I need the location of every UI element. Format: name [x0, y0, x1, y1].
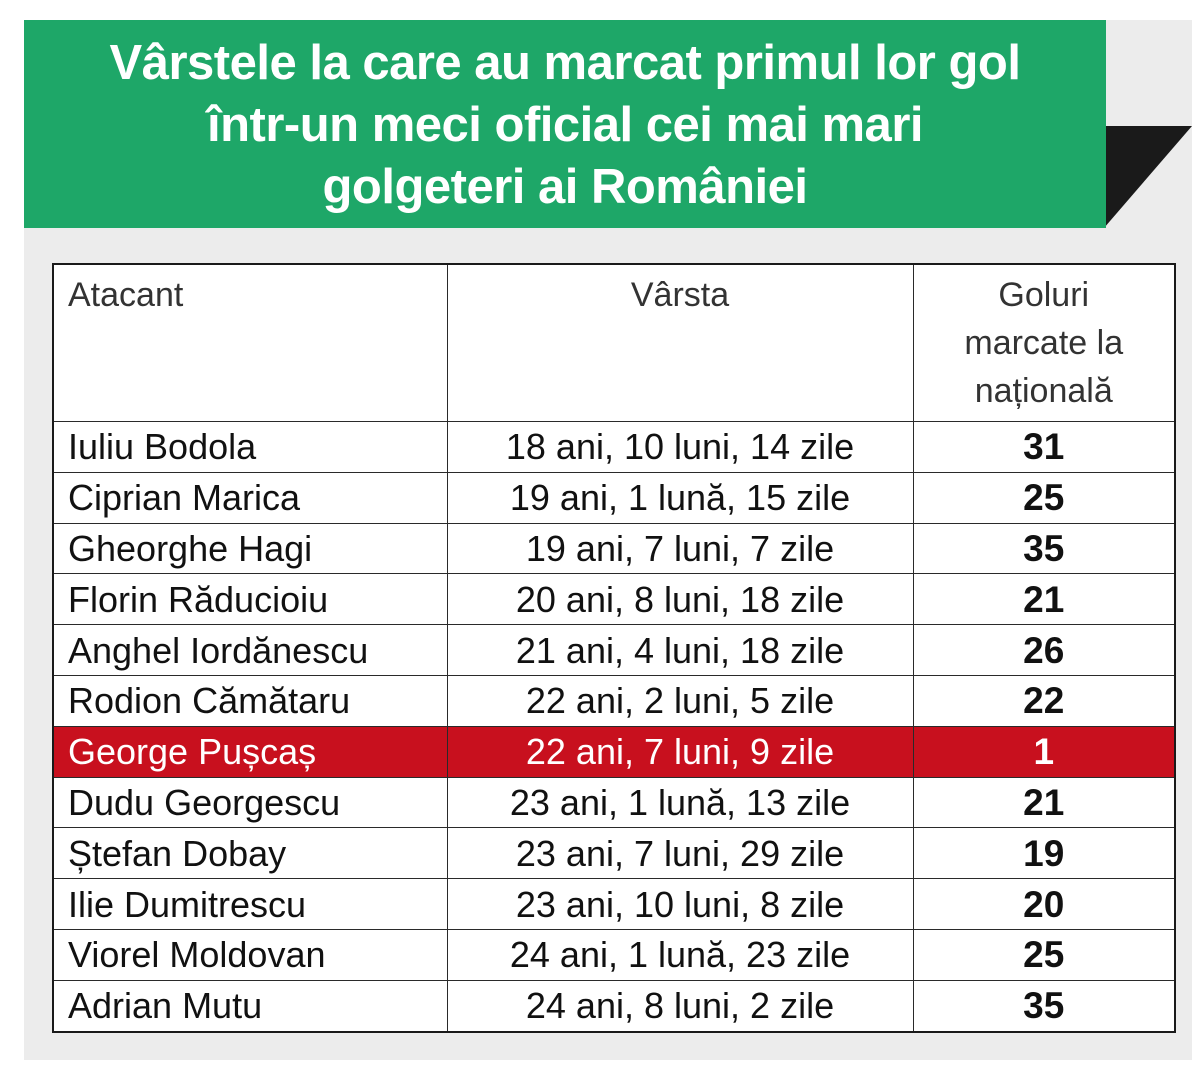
table-body: Iuliu Bodola 18 ani, 10 luni, 14 zile 31 Ci… — [52, 421, 1176, 1033]
cell-national-goals: 21 — [912, 776, 1176, 829]
table-row: Viorel Moldovan 24 ani, 1 lună, 23 zile 25 — [52, 928, 1176, 981]
cell-player-name: Florin Răducioiu — [52, 573, 448, 626]
cell-national-goals: 25 — [912, 928, 1176, 981]
table-row: Rodion Cămătaru 22 ani, 2 luni, 5 zile 22 — [52, 674, 1176, 727]
title-line-3: golgeteri ai României — [322, 160, 808, 214]
cell-national-goals: 31 — [912, 421, 1176, 473]
cell-player-name: Dudu Georgescu — [52, 776, 448, 829]
cell-player-name: Viorel Moldovan — [52, 928, 448, 981]
cell-player-name: Iuliu Bodola — [52, 421, 448, 473]
table-row: Ilie Dumitrescu 23 ani, 10 luni, 8 zile 20 — [52, 878, 1176, 930]
header-varsta: Vârsta — [446, 263, 914, 422]
table-row: Adrian Mutu 24 ani, 8 luni, 2 zile 35 — [52, 979, 1176, 1033]
title-line-1: Vârstele la care au marcat primul lor go… — [109, 36, 1021, 90]
cell-first-goal-age: 18 ani, 10 luni, 14 zile — [446, 421, 914, 473]
cell-national-goals: 20 — [912, 878, 1176, 930]
cell-national-goals: 19 — [912, 827, 1176, 880]
cell-first-goal-age: 23 ani, 1 lună, 13 zile — [446, 776, 914, 829]
header-goluri-line3: națională — [974, 372, 1113, 410]
cell-national-goals: 22 — [912, 674, 1176, 727]
table-header-row: Atacant Vârsta Goluri marcate la naționa… — [52, 263, 1176, 422]
cell-national-goals: 1 — [912, 725, 1176, 778]
table-row: Ciprian Marica 19 ani, 1 lună, 15 zile 25 — [52, 471, 1176, 524]
table-row: Florin Răducioiu 20 ani, 8 luni, 18 zile 2… — [52, 573, 1176, 626]
cell-player-name: Ciprian Marica — [52, 471, 448, 524]
cell-national-goals: 26 — [912, 624, 1176, 676]
cell-player-name: Rodion Cămătaru — [52, 674, 448, 727]
cell-player-name: George Pușcaș — [52, 725, 448, 778]
cell-player-name: Ilie Dumitrescu — [52, 878, 448, 930]
infographic-title: Vârstele la care au marcat primul lor go… — [24, 20, 1106, 228]
cell-player-name: Gheorghe Hagi — [52, 522, 448, 575]
title-banner-fold — [1104, 126, 1192, 228]
header-goluri-line1: Goluri — [998, 276, 1090, 314]
cell-first-goal-age: 22 ani, 7 luni, 9 zile — [446, 725, 914, 778]
cell-first-goal-age: 24 ani, 1 lună, 23 zile — [446, 928, 914, 981]
cell-national-goals: 21 — [912, 573, 1176, 626]
header-goluri-line2: marcate la — [964, 324, 1124, 362]
cell-national-goals: 35 — [912, 522, 1176, 575]
table-row: Ștefan Dobay 23 ani, 7 luni, 29 zile 19 — [52, 827, 1176, 880]
table-row: Iuliu Bodola 18 ani, 10 luni, 14 zile 31 — [52, 421, 1176, 473]
cell-player-name: Adrian Mutu — [52, 979, 448, 1033]
cell-first-goal-age: 21 ani, 4 luni, 18 zile — [446, 624, 914, 676]
table-row: Dudu Georgescu 23 ani, 1 lună, 13 zile 21 — [52, 776, 1176, 829]
cell-first-goal-age: 22 ani, 2 luni, 5 zile — [446, 674, 914, 727]
table-row-highlighted: George Pușcaș 22 ani, 7 luni, 9 zile 1 — [52, 725, 1176, 778]
table-row: Gheorghe Hagi 19 ani, 7 luni, 7 zile 35 — [52, 522, 1176, 575]
cell-national-goals: 35 — [912, 979, 1176, 1033]
header-goluri: Goluri marcate la națională — [912, 263, 1176, 422]
header-atacant: Atacant — [52, 263, 448, 422]
table-row: Anghel Iordănescu 21 ani, 4 luni, 18 zile… — [52, 624, 1176, 676]
cell-first-goal-age: 24 ani, 8 luni, 2 zile — [446, 979, 914, 1033]
cell-national-goals: 25 — [912, 471, 1176, 524]
cell-first-goal-age: 23 ani, 7 luni, 29 zile — [446, 827, 914, 880]
cell-player-name: Anghel Iordănescu — [52, 624, 448, 676]
cell-first-goal-age: 19 ani, 7 luni, 7 zile — [446, 522, 914, 575]
title-line-2: într-un meci oficial cei mai mari — [206, 98, 924, 152]
cell-first-goal-age: 20 ani, 8 luni, 18 zile — [446, 573, 914, 626]
scorers-table: Atacant Vârsta Goluri marcate la naționa… — [52, 263, 1176, 1033]
cell-first-goal-age: 23 ani, 10 luni, 8 zile — [446, 878, 914, 930]
cell-player-name: Ștefan Dobay — [52, 827, 448, 880]
cell-first-goal-age: 19 ani, 1 lună, 15 zile — [446, 471, 914, 524]
